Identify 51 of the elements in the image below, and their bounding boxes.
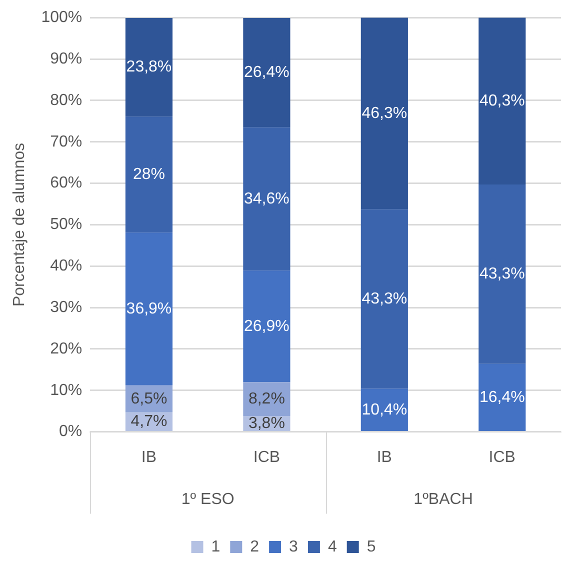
y-tick-label: 70% — [50, 133, 82, 150]
bar — [478, 184, 526, 364]
text: 1ºBACH — [414, 491, 473, 508]
y-tick-label: 80% — [50, 92, 82, 109]
x-tick-label: ICB — [253, 448, 280, 466]
legend-label: 1 — [211, 538, 220, 556]
bar — [125, 18, 173, 117]
data-label: 23,8% — [126, 58, 172, 76]
data-label: 26,4% — [244, 64, 290, 82]
y-tick-label: 10% — [50, 382, 82, 399]
x-tick-label: IB — [141, 448, 157, 466]
y-tick-label: 100% — [41, 9, 82, 26]
bar — [243, 18, 290, 128]
x-tick-label: ICB — [488, 448, 516, 466]
y-axis-title: Porcentaje de alumnos — [11, 142, 28, 307]
bar — [243, 270, 290, 382]
y-tick-label: 40% — [50, 258, 82, 275]
y-tick-label: 20% — [50, 340, 82, 358]
data-label: 46,3% — [362, 104, 408, 122]
x-tick-label: IB — [376, 448, 392, 466]
data-label: 6,5% — [130, 390, 168, 408]
bar — [478, 364, 526, 432]
y-tick-label: 0% — [58, 423, 82, 440]
data-label: 36,9% — [126, 300, 172, 318]
y-tick-label: 50% — [50, 216, 82, 234]
bar — [125, 116, 173, 233]
data-label: 3,8% — [248, 414, 285, 432]
bar — [243, 127, 290, 271]
legend-label: 4 — [328, 538, 337, 556]
data-label: 4,7% — [130, 413, 168, 430]
legend-label: 5 — [366, 538, 376, 556]
legend-label: 2 — [250, 538, 260, 556]
data-label: 43,3% — [479, 266, 525, 283]
data-label: 26,9% — [244, 318, 290, 335]
legend-label: 3 — [289, 538, 298, 556]
bar — [478, 18, 526, 185]
data-label: 40,3% — [479, 92, 525, 110]
bar — [360, 18, 408, 210]
data-label: 10,4% — [362, 401, 408, 418]
bar — [125, 232, 173, 386]
data-label: 43,3% — [362, 290, 408, 308]
data-label: 16,4% — [479, 388, 525, 406]
data-label: 28% — [132, 166, 165, 183]
y-tick-label: 60% — [50, 174, 82, 192]
data-label: 8,2% — [248, 390, 285, 408]
bar — [360, 209, 408, 389]
text: 1º ESO — [181, 491, 234, 508]
y-tick-label: 90% — [50, 50, 82, 68]
bar — [360, 388, 408, 432]
data-label: 34,6% — [244, 190, 290, 208]
y-tick-label: 30% — [50, 298, 82, 316]
